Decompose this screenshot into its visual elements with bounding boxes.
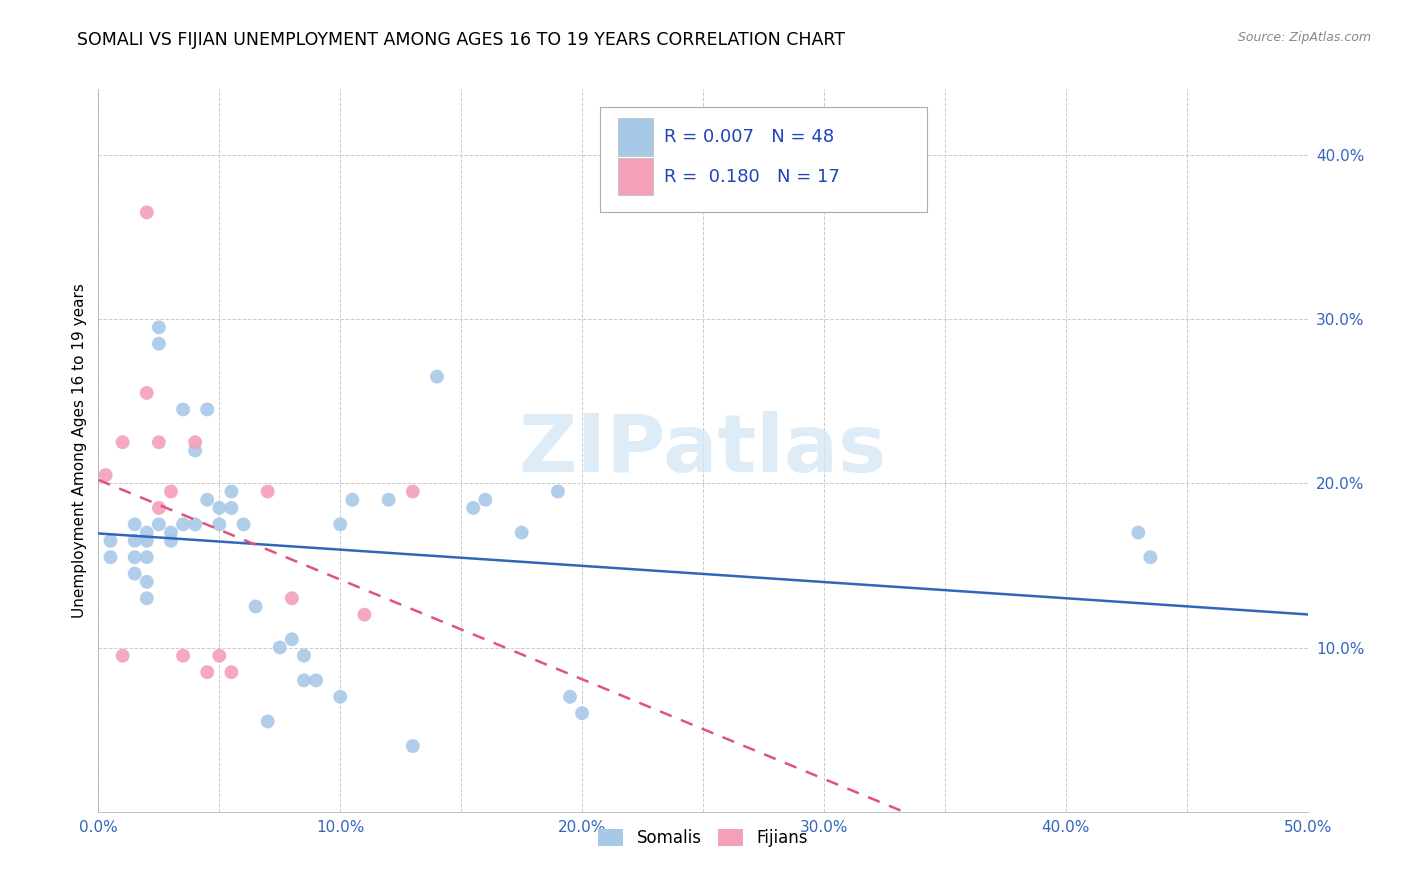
Point: [111, 648, 134, 663]
Point: [160, 484, 183, 499]
Point: [377, 492, 399, 507]
Point: [135, 533, 157, 548]
Text: R = 0.007   N = 48: R = 0.007 N = 48: [664, 128, 834, 146]
Point: [148, 517, 170, 532]
Point: [221, 484, 243, 499]
Point: [111, 435, 134, 450]
Point: [256, 484, 278, 499]
Point: [342, 492, 364, 507]
Point: [269, 640, 291, 655]
Point: [510, 525, 533, 540]
Text: R =  0.180   N = 17: R = 0.180 N = 17: [664, 168, 841, 186]
Point: [148, 435, 170, 450]
Point: [353, 607, 375, 622]
Point: [124, 566, 146, 581]
Point: [463, 500, 485, 515]
Point: [148, 500, 170, 515]
Point: [172, 648, 194, 663]
Point: [184, 517, 207, 532]
Point: [1128, 525, 1150, 540]
Point: [281, 591, 304, 606]
Point: [208, 517, 231, 532]
Y-axis label: Unemployment Among Ages 16 to 19 years: Unemployment Among Ages 16 to 19 years: [72, 283, 87, 618]
Point: [135, 525, 157, 540]
Point: [195, 402, 218, 417]
Text: SOMALI VS FIJIAN UNEMPLOYMENT AMONG AGES 16 TO 19 YEARS CORRELATION CHART: SOMALI VS FIJIAN UNEMPLOYMENT AMONG AGES…: [77, 31, 845, 49]
Point: [245, 599, 267, 614]
Point: [94, 468, 117, 483]
Point: [402, 739, 425, 753]
Point: [135, 205, 157, 219]
Point: [426, 369, 449, 384]
Point: [135, 591, 157, 606]
Point: [547, 484, 569, 499]
Point: [195, 492, 218, 507]
Point: [402, 484, 425, 499]
Point: [329, 517, 352, 532]
Point: [232, 517, 254, 532]
Point: [221, 500, 243, 515]
Point: [124, 517, 146, 532]
Point: [329, 690, 352, 704]
Point: [208, 648, 231, 663]
Point: [172, 402, 194, 417]
Point: [256, 714, 278, 729]
Point: [124, 533, 146, 548]
Point: [160, 525, 183, 540]
Point: [148, 320, 170, 334]
Point: [135, 550, 157, 565]
Text: Source: ZipAtlas.com: Source: ZipAtlas.com: [1237, 31, 1371, 45]
Point: [172, 517, 194, 532]
Legend: Somalis, Fijians: Somalis, Fijians: [592, 822, 814, 854]
Point: [571, 706, 593, 721]
Point: [281, 632, 304, 647]
Point: [135, 386, 157, 401]
Point: [184, 443, 207, 458]
Point: [1139, 550, 1161, 565]
Point: [124, 550, 146, 565]
Point: [292, 648, 315, 663]
FancyBboxPatch shape: [619, 158, 654, 195]
Point: [160, 533, 183, 548]
Point: [148, 336, 170, 351]
FancyBboxPatch shape: [600, 107, 927, 212]
Text: ZIPatlas: ZIPatlas: [519, 411, 887, 490]
Point: [100, 550, 122, 565]
Point: [208, 500, 231, 515]
Point: [221, 665, 243, 680]
Point: [100, 533, 122, 548]
Point: [305, 673, 328, 688]
FancyBboxPatch shape: [619, 118, 654, 156]
Point: [292, 673, 315, 688]
Point: [135, 574, 157, 589]
Point: [184, 435, 207, 450]
Point: [195, 665, 218, 680]
Point: [474, 492, 496, 507]
Point: [558, 690, 581, 704]
